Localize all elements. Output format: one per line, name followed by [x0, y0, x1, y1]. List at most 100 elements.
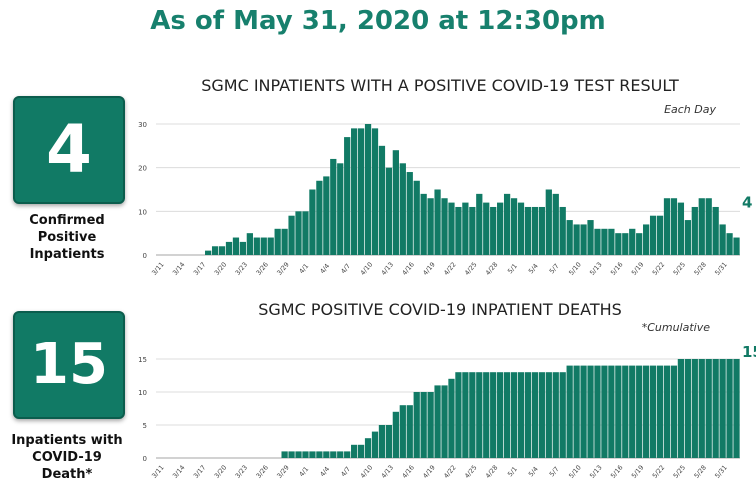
deaths-chart-bar — [371, 431, 379, 458]
inpatients-chart-y-tick-label: 30 — [138, 121, 147, 129]
deaths-chart-end-value-label: 15 — [742, 343, 756, 361]
inpatients-chart-bar — [517, 202, 525, 255]
deaths-chart-bar — [649, 365, 657, 458]
confirmed-label-line: Inpatients — [29, 247, 105, 262]
deaths-chart-bar — [344, 451, 351, 458]
deaths-chart-bar — [309, 451, 316, 458]
deaths-chart-y-tick-label: 15 — [138, 356, 147, 364]
deaths-chart-bar — [462, 372, 469, 458]
inpatients-chart-bar — [469, 206, 476, 255]
deaths-chart-bar — [357, 444, 365, 458]
deaths-chart-x-tick-label: 4/19 — [421, 464, 437, 480]
inpatients-chart-bar — [260, 237, 267, 255]
deaths-chart-x-tick-label: 5/16 — [609, 464, 625, 480]
inpatients-chart-bar — [643, 224, 650, 255]
deaths-chart-x-tick-label: 4/1 — [298, 465, 311, 478]
deaths-chart-bar — [455, 372, 462, 458]
deaths-chart-x-tick-label: 4/10 — [359, 464, 375, 480]
inpatients-chart-bar — [295, 211, 302, 255]
deaths-chart-bar — [545, 372, 552, 458]
inpatients-chart-bar — [510, 198, 518, 255]
deaths-count: 15 — [30, 332, 108, 397]
deaths-chart-bar — [712, 359, 719, 458]
inpatients-chart-bar — [330, 158, 337, 255]
deaths-chart-x-tick-label: 3/14 — [171, 464, 187, 480]
inpatients-chart-bar — [566, 220, 573, 255]
deaths-chart-bar — [469, 372, 476, 458]
deaths-chart-note: *Cumulative — [641, 321, 710, 334]
deaths-chart-x-tick-label: 5/25 — [672, 464, 688, 480]
deaths-chart-y-tick-label: 0 — [143, 455, 147, 463]
inpatients-chart-bar — [267, 237, 274, 255]
inpatients-chart-bar — [462, 202, 469, 255]
deaths-chart-bar — [316, 451, 323, 458]
inpatients-chart-bar — [497, 202, 504, 255]
inpatients-chart-bar — [239, 241, 247, 255]
deaths-chart-bar — [573, 365, 580, 458]
deaths-chart-x-tick-label: 4/25 — [463, 464, 479, 480]
confirmed-count: 4 — [46, 111, 92, 188]
deaths-chart-bar — [413, 392, 420, 458]
confirmed-label-line: Confirmed — [29, 213, 105, 228]
inpatients-chart-bar — [253, 237, 260, 255]
inpatients-chart-bar — [364, 124, 372, 255]
inpatients-chart-bar — [503, 193, 511, 255]
deaths-chart-bar — [594, 365, 601, 458]
deaths-chart-x-tick-label: 4/16 — [400, 464, 416, 480]
deaths-chart-x-tick-label: 4/22 — [442, 464, 458, 480]
inpatients-chart-bar — [441, 198, 448, 255]
inpatients-chart-bar — [656, 215, 664, 255]
deaths-chart-x-tick-label: 5/31 — [713, 464, 729, 480]
deaths-chart-bar — [719, 359, 726, 458]
inpatients-chart-bar — [399, 163, 406, 255]
inpatients-chart-bar — [594, 228, 601, 255]
deaths-chart-bar — [392, 411, 399, 458]
deaths-chart-bar — [587, 365, 594, 458]
deaths-chart-x-tick-label: 5/4 — [527, 465, 540, 478]
inpatients-chart-bar — [309, 189, 316, 255]
deaths-chart-bar — [705, 359, 712, 458]
inpatients-chart-bar — [225, 241, 233, 255]
deaths-chart-x-tick-label: 3/23 — [234, 464, 250, 480]
deaths-chart-x-tick-label: 4/7 — [339, 465, 352, 478]
deaths-chart-x-tick-label: 4/13 — [380, 464, 396, 480]
headline: As of May 31, 2020 at 12:30pm — [150, 6, 606, 36]
deaths-chart-bar — [643, 365, 650, 458]
deaths-chart-bar — [733, 359, 740, 458]
inpatients-chart-bar — [316, 180, 323, 255]
deaths-chart-bar — [559, 372, 566, 458]
inpatients-chart-y-tick-label: 0 — [143, 252, 147, 260]
deaths-chart-bar — [490, 372, 497, 458]
deaths-chart-title: SGMC POSITIVE COVID-19 INPATIENT DEATHS — [258, 300, 622, 319]
deaths-chart-x-tick-label: 5/19 — [630, 464, 646, 480]
inpatients-chart-bar — [490, 206, 497, 255]
deaths-label-line: COVID-19 — [32, 450, 102, 465]
inpatients-chart-bar — [246, 233, 253, 255]
deaths-label-line: Death* — [41, 467, 93, 482]
deaths-chart-x-tick-label: 5/22 — [651, 464, 667, 480]
deaths-chart-bar — [677, 359, 685, 458]
inpatients-chart-bar — [323, 176, 330, 255]
deaths-chart-bar — [629, 365, 636, 458]
inpatients-chart-bar — [545, 189, 552, 255]
inpatients-chart-bar — [573, 224, 580, 255]
deaths-chart-bar — [566, 365, 573, 458]
deaths-chart-x-tick-label: 3/26 — [254, 464, 270, 480]
inpatients-chart-bar — [615, 233, 622, 255]
deaths-chart-bar — [288, 451, 295, 458]
inpatients-chart-bar — [281, 228, 288, 255]
deaths-chart-bar — [622, 365, 629, 458]
inpatients-chart-bar — [538, 206, 545, 255]
deaths-chart-bar — [281, 451, 288, 458]
inpatients-chart-note: Each Day — [664, 103, 716, 116]
inpatients-chart-bar — [434, 189, 441, 255]
inpatients-chart-bar — [385, 167, 393, 255]
deaths-chart-bar — [670, 365, 678, 458]
deaths-chart-bar — [517, 372, 525, 458]
deaths-chart-x-tick-label: 4/28 — [484, 464, 500, 480]
deaths-label: Inpatients with COVID-19 Death* — [0, 432, 134, 483]
inpatients-chart-bar — [218, 246, 226, 255]
deaths-chart-x-tick-label: 3/29 — [275, 464, 291, 480]
inpatients-chart-bar — [455, 206, 462, 255]
inpatients-chart-bar — [684, 220, 691, 255]
